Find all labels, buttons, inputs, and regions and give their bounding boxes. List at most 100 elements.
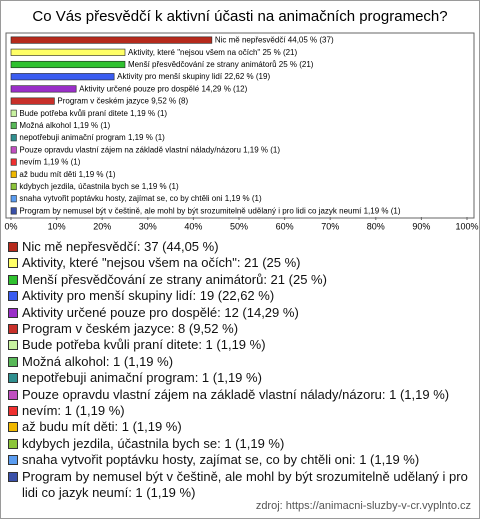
bar [10,170,17,178]
bar [10,85,77,93]
legend-item: až budu mít děti: 1 (1,19 %) [8,419,474,435]
bar-category: Aktivity určené pouze pro dospělé [79,85,200,94]
bar-value-label: 1,19 % (1) [43,158,80,167]
bar-label: Aktivity určené pouze pro dospělé 14,29 … [79,85,247,94]
x-tick-label: 50% [230,221,248,231]
legend-swatch [8,274,18,285]
x-tick-label: 10% [48,221,66,231]
bar [10,97,55,105]
x-tick-label: 70% [321,221,339,231]
legend-swatch [8,242,18,252]
bar-label: Menší přesvědčování ze strany animátorů … [128,60,314,69]
bar-value-label: 25 % (21) [262,48,297,57]
legend-item: Nic mě nepřesvědčí: 37 (44,05 %) [8,239,474,255]
bar-category: nepotřebuji animační program [19,133,126,142]
bar-category: Nic mě nepřesvědčí [215,36,286,45]
bar-label: Pouze opravdu vlastní zájem na základě v… [19,146,280,155]
bar-label: Aktivity pro menší skupiny lidí 22,62 % … [117,72,270,81]
bar-category: Program v českém jazyce [57,97,149,106]
x-tick-label: 100% [455,221,478,231]
legend-swatch [8,406,18,417]
legend-item: nepotřebuji animační program: 1 (1,19 %) [8,370,474,386]
bar-value-label: 1,19 % (1) [364,207,401,216]
bar-label: snaha vytvořit poptávku hosty, zajímat s… [19,194,262,203]
legend-item: snaha vytvořit poptávku hosty, zajímat s… [8,452,474,468]
bar-label: nevím 1,19 % (1) [19,158,80,167]
bar-category: Aktivity pro menší skupiny lidí [117,72,223,81]
legend-label: Pouze opravdu vlastní zájem na základě v… [22,386,450,402]
bar-category: kdybych jezdila, účastnila bych se [19,182,140,191]
bar-category: Možná alkohol [19,121,71,130]
legend-label: až budu mít děti: 1 (1,19 %) [22,419,182,435]
bar-value-label: 1,19 % (1) [130,109,167,118]
legend-label: Aktivity určené pouze pro dospělé: 12 (1… [22,304,299,320]
legend-swatch [8,471,18,482]
legend: Nic mě nepřesvědčí: 37 (44,05 %) Aktivity… [8,239,474,502]
bar [10,146,17,154]
source-note: zdroj: https://animacni-sluzby-v-cr.vypl… [255,500,471,512]
bar-value-label: 9,52 % (8) [151,97,188,106]
legend-label: Program by nemusel být v češtině, ale mo… [22,468,468,501]
bar-category: Bude potřeba kvůli praní ditete [19,109,128,118]
bar-label: až budu mít děti 1,19 % (1) [19,170,115,179]
bar-label: Aktivity, které "nejsou všem na očích" 2… [128,48,298,57]
legend-swatch [8,258,18,269]
x-tick-label: 60% [276,221,294,231]
bar [10,134,17,142]
legend-label: kdybych jezdila, účastnila bych se: 1 (1… [22,435,285,451]
legend-item: Aktivity, které "nejsou všem na očích": … [8,255,474,271]
bar [10,48,126,56]
legend-item: Program by nemusel být v češtině, ale mo… [8,469,474,502]
legend-swatch [8,455,18,466]
legend-label: Program v českém jazyce: 8 (9,52 %) [22,321,239,337]
bar-category: Menší přesvědčování ze strany animátorů [128,60,277,69]
bar-label: Bude potřeba kvůli praní ditete 1,19 % (… [19,109,167,118]
legend-swatch [8,422,18,433]
bar-category: Pouze opravdu vlastní zájem na základě v… [19,146,240,155]
bar [10,182,17,191]
bar [10,109,17,117]
bar-value-label: 14,29 % (12) [201,85,247,94]
bar-value-label: 22,62 % (19) [224,72,270,81]
bar-label: Nic mě nepřesvědčí 44,05 % (37) [215,36,334,45]
legend-label: Nic mě nepřesvědčí: 37 (44,05 %) [22,239,219,254]
bar-value-label: 1,19 % (1) [79,170,116,179]
legend-label: Možná alkohol: 1 (1,19 %) [22,353,174,369]
bar [10,60,126,69]
legend-label: nevím: 1 (1,19 %) [22,403,125,419]
legend-label: Menší přesvědčování ze strany animátorů:… [22,271,327,287]
legend-label: Aktivity, které "nejsou všem na očích": … [22,255,301,271]
legend-swatch [8,389,18,400]
bar [10,207,17,215]
legend-label: snaha vytvořit poptávku hosty, zajímat s… [22,452,420,468]
legend-label: Bude potřeba kvůli praní ditete: 1 (1,19… [22,337,266,353]
legend-item: Pouze opravdu vlastní zájem na základě v… [8,387,474,403]
bar-category: Program by nemusel být v češtině, ale mo… [19,207,362,216]
legend-item: Možná alkohol: 1 (1,19 %) [8,354,474,370]
bar-value-label: 1,19 % (1) [73,121,110,130]
x-tick-label: 90% [412,221,430,231]
legend-item: Aktivity pro menší skupiny lidí: 19 (22,… [8,288,474,304]
bar-label: kdybych jezdila, účastnila bych se 1,19 … [19,182,179,191]
legend-swatch [8,324,18,335]
bar-value-label: 25 % (21) [279,60,314,69]
bar-label: Program v českém jazyce 9,52 % (8) [57,97,188,106]
chart-title: Co Vás přesvědčí k aktivní účasti na ani… [32,8,447,25]
bar [10,158,17,166]
bar [10,195,17,203]
chart: Co Vás přesvědčí k aktivní účasti na ani… [4,8,478,231]
legend-swatch [8,307,18,318]
legend-swatch [8,373,18,384]
legend-item: Program v českém jazyce: 8 (9,52 %) [8,321,474,337]
bar-category: Aktivity, které "nejsou všem na očích" [128,48,260,57]
legend-item: nevím: 1 (1,19 %) [8,403,474,419]
legend-item: Menší přesvědčování ze strany animátorů:… [8,272,474,288]
x-tick-label: 30% [139,221,157,231]
legend-swatch [8,340,18,351]
legend-label: nepotřebuji animační program: 1 (1,19 %) [22,370,262,386]
bar-value-label: 44,05 % (37) [288,36,334,45]
bar-category: nevím [19,158,41,167]
x-tick-label: 80% [367,221,385,231]
bar-value-label: 1,19 % (1) [225,194,262,203]
